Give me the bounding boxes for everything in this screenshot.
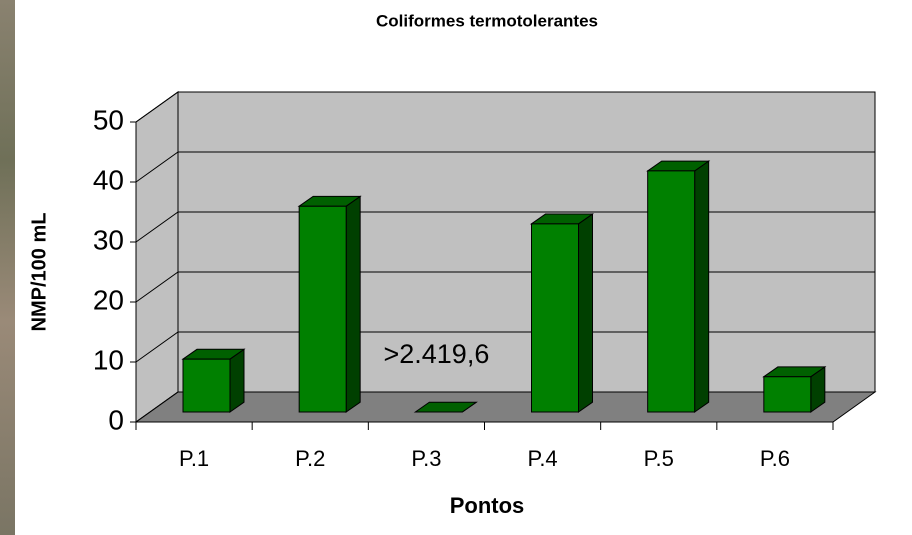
x-axis-title: Pontos xyxy=(450,493,525,518)
y-tick-label: 40 xyxy=(93,164,124,195)
y-axis-title: NMP/100 mL xyxy=(28,213,50,332)
x-tick-label: P.1 xyxy=(179,446,209,471)
annotation: >2.419,6 xyxy=(383,339,489,369)
x-tick-label: P.6 xyxy=(760,446,790,471)
y-tick-label: 30 xyxy=(93,224,124,255)
bar-front xyxy=(299,206,346,412)
chart: Coliformes termotolerantes Pontos NMP/10… xyxy=(0,0,912,535)
background-photo-strip xyxy=(0,0,15,535)
bar-side xyxy=(230,349,244,412)
bar-front xyxy=(183,359,230,412)
bar xyxy=(648,161,709,412)
bar-front xyxy=(764,377,811,412)
bar xyxy=(183,349,244,412)
y-tick-label: 20 xyxy=(93,284,124,315)
bar xyxy=(532,214,593,412)
bar-side xyxy=(579,214,593,412)
bar-front xyxy=(532,224,579,412)
bar-side xyxy=(695,161,709,412)
x-tick-label: P.5 xyxy=(644,446,674,471)
y-tick-label: 0 xyxy=(108,404,124,435)
x-tick-label: P.4 xyxy=(527,446,557,471)
bar xyxy=(299,196,360,412)
bar xyxy=(764,367,825,412)
back-wall xyxy=(178,92,875,392)
side-wall xyxy=(136,92,178,422)
y-tick-label: 50 xyxy=(93,104,124,135)
y-tick-label: 10 xyxy=(93,344,124,375)
bar-side xyxy=(346,196,360,412)
bar-front xyxy=(648,171,695,412)
chart-title: Coliformes termotolerantes xyxy=(376,11,598,30)
x-tick-label: P.2 xyxy=(295,446,325,471)
x-tick-label: P.3 xyxy=(411,446,441,471)
